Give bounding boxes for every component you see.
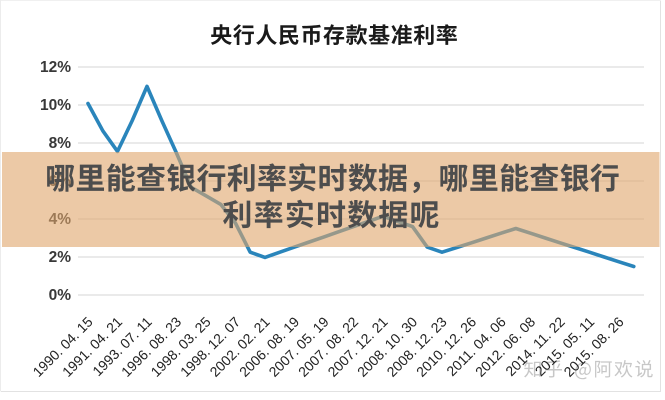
svg-text:2%: 2% bbox=[49, 249, 72, 266]
svg-text:10%: 10% bbox=[40, 97, 71, 114]
svg-text:12%: 12% bbox=[40, 59, 71, 76]
svg-text:8%: 8% bbox=[49, 135, 72, 152]
svg-text:0%: 0% bbox=[49, 287, 72, 304]
